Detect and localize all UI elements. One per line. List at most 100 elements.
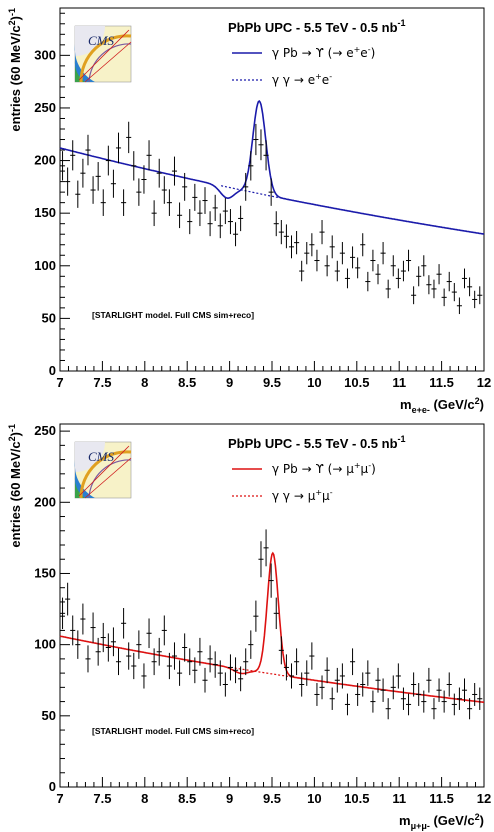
chart-title-text: PbPb UPC - 5.5 TeV - 0.5 nb	[228, 20, 398, 35]
data-point	[380, 678, 386, 702]
data-point	[146, 140, 152, 171]
data-point	[339, 663, 345, 689]
data-point	[405, 693, 412, 716]
data-point	[329, 687, 335, 710]
cms-logo-tracks	[78, 445, 132, 499]
y-tick-label: 100	[34, 637, 56, 652]
data-point	[212, 194, 218, 222]
data-point	[319, 220, 325, 245]
data-point	[65, 582, 71, 616]
data-point	[385, 279, 391, 299]
cms-logo-blue	[74, 44, 95, 82]
legend-signal-b: +	[354, 461, 361, 470]
legend-background-c: e	[322, 73, 329, 87]
data-point	[141, 165, 147, 194]
data-point	[477, 687, 483, 710]
data-point	[370, 249, 376, 272]
chart-bottom: 0 50 100 150 200 250 7 7.5 8 8.5 9 9.5 10 10.5 11 11.5 1…	[7, 423, 491, 831]
data-point	[192, 657, 198, 684]
cms-logo-text: CMS	[88, 449, 115, 464]
x-tick-label: 12	[477, 791, 491, 806]
data-point	[339, 242, 345, 265]
model-note: [STARLIGHT model. Full CMS sim+reco]	[92, 310, 254, 320]
data-point	[344, 268, 351, 289]
y-tick-label: 250	[34, 423, 56, 438]
data-point	[146, 618, 152, 649]
data-point	[248, 630, 254, 659]
y-tick-label: 150	[34, 205, 56, 220]
x-tick-label: 11	[392, 375, 406, 390]
legend-background-a: γ γ → μ	[272, 489, 316, 503]
cms-logo-tracks	[78, 29, 132, 83]
data-point	[365, 660, 371, 686]
data-point	[288, 663, 295, 689]
data-point	[238, 666, 244, 692]
legend-background-b: +	[315, 488, 322, 497]
x-tick-label: 7.5	[93, 375, 111, 390]
data-point	[268, 563, 274, 598]
data-point	[299, 672, 305, 697]
legend-background-d: -	[330, 488, 333, 497]
data-point	[217, 213, 223, 239]
data-point	[299, 260, 305, 282]
legend-signal-label: γ Pb → ϒ (→ μ+μ-)	[272, 461, 376, 476]
data-point	[350, 648, 356, 676]
legend-signal-d: -	[368, 461, 371, 470]
legend-background-a: γ γ → e	[272, 73, 315, 87]
data-point	[177, 660, 183, 686]
data-point	[171, 642, 178, 670]
data-point	[436, 678, 442, 702]
x-tick-label: 8.5	[178, 791, 196, 806]
data-point	[477, 286, 483, 305]
data-point	[416, 266, 422, 287]
data-point	[416, 682, 422, 706]
data-point	[441, 288, 447, 307]
cms-logo-core	[75, 26, 105, 56]
y-tick-label: 200	[34, 494, 56, 509]
legend-signal-d: -	[368, 45, 371, 54]
data-point	[182, 172, 188, 201]
x-tick-label: 9.5	[263, 375, 281, 390]
data-point	[131, 652, 137, 680]
y-tick-label: 300	[34, 47, 56, 62]
chart-title-text: PbPb UPC - 5.5 TeV - 0.5 nb	[228, 436, 398, 451]
data-point	[273, 211, 279, 237]
data-point	[314, 682, 320, 706]
data-point	[411, 672, 417, 697]
y-tick-label: 0	[49, 779, 56, 794]
data-point	[151, 200, 157, 227]
x-tick-label: 10.5	[344, 375, 369, 390]
chart-title-sup: -1	[398, 434, 406, 444]
data-point	[258, 129, 264, 161]
data-point	[400, 260, 406, 282]
data-point	[263, 140, 269, 171]
data-point	[227, 209, 233, 235]
data-point	[136, 178, 142, 206]
x-axis-label: mμ+μ- (GeV/c2)	[399, 812, 484, 831]
data-point	[355, 682, 361, 706]
y-axis-label-sup: 2	[7, 20, 17, 25]
x-axis-label-unit-sup: 2	[475, 396, 480, 406]
y-axis-label-text: entries (60 MeV/c	[8, 441, 23, 547]
data-point	[95, 162, 101, 191]
data-point	[426, 667, 432, 693]
cms-logo-text: CMS	[88, 33, 115, 48]
y-axis-label-text: entries (60 MeV/c	[8, 25, 23, 131]
data-point	[370, 690, 376, 713]
x-axis-label-text: m	[399, 813, 411, 828]
data-point	[207, 645, 213, 673]
data-point	[166, 652, 172, 680]
data-point	[100, 622, 106, 653]
x-tick-label: 7	[56, 375, 63, 390]
data-point	[344, 693, 351, 716]
data-point	[232, 657, 239, 684]
data-point	[278, 220, 284, 245]
data-point	[197, 200, 203, 227]
data-point	[334, 260, 340, 282]
data-point	[390, 255, 396, 277]
data-point	[304, 242, 310, 265]
data-point	[365, 271, 371, 292]
x-tick-label: 9.5	[263, 791, 281, 806]
data-point	[451, 693, 457, 716]
data-point	[197, 637, 203, 666]
